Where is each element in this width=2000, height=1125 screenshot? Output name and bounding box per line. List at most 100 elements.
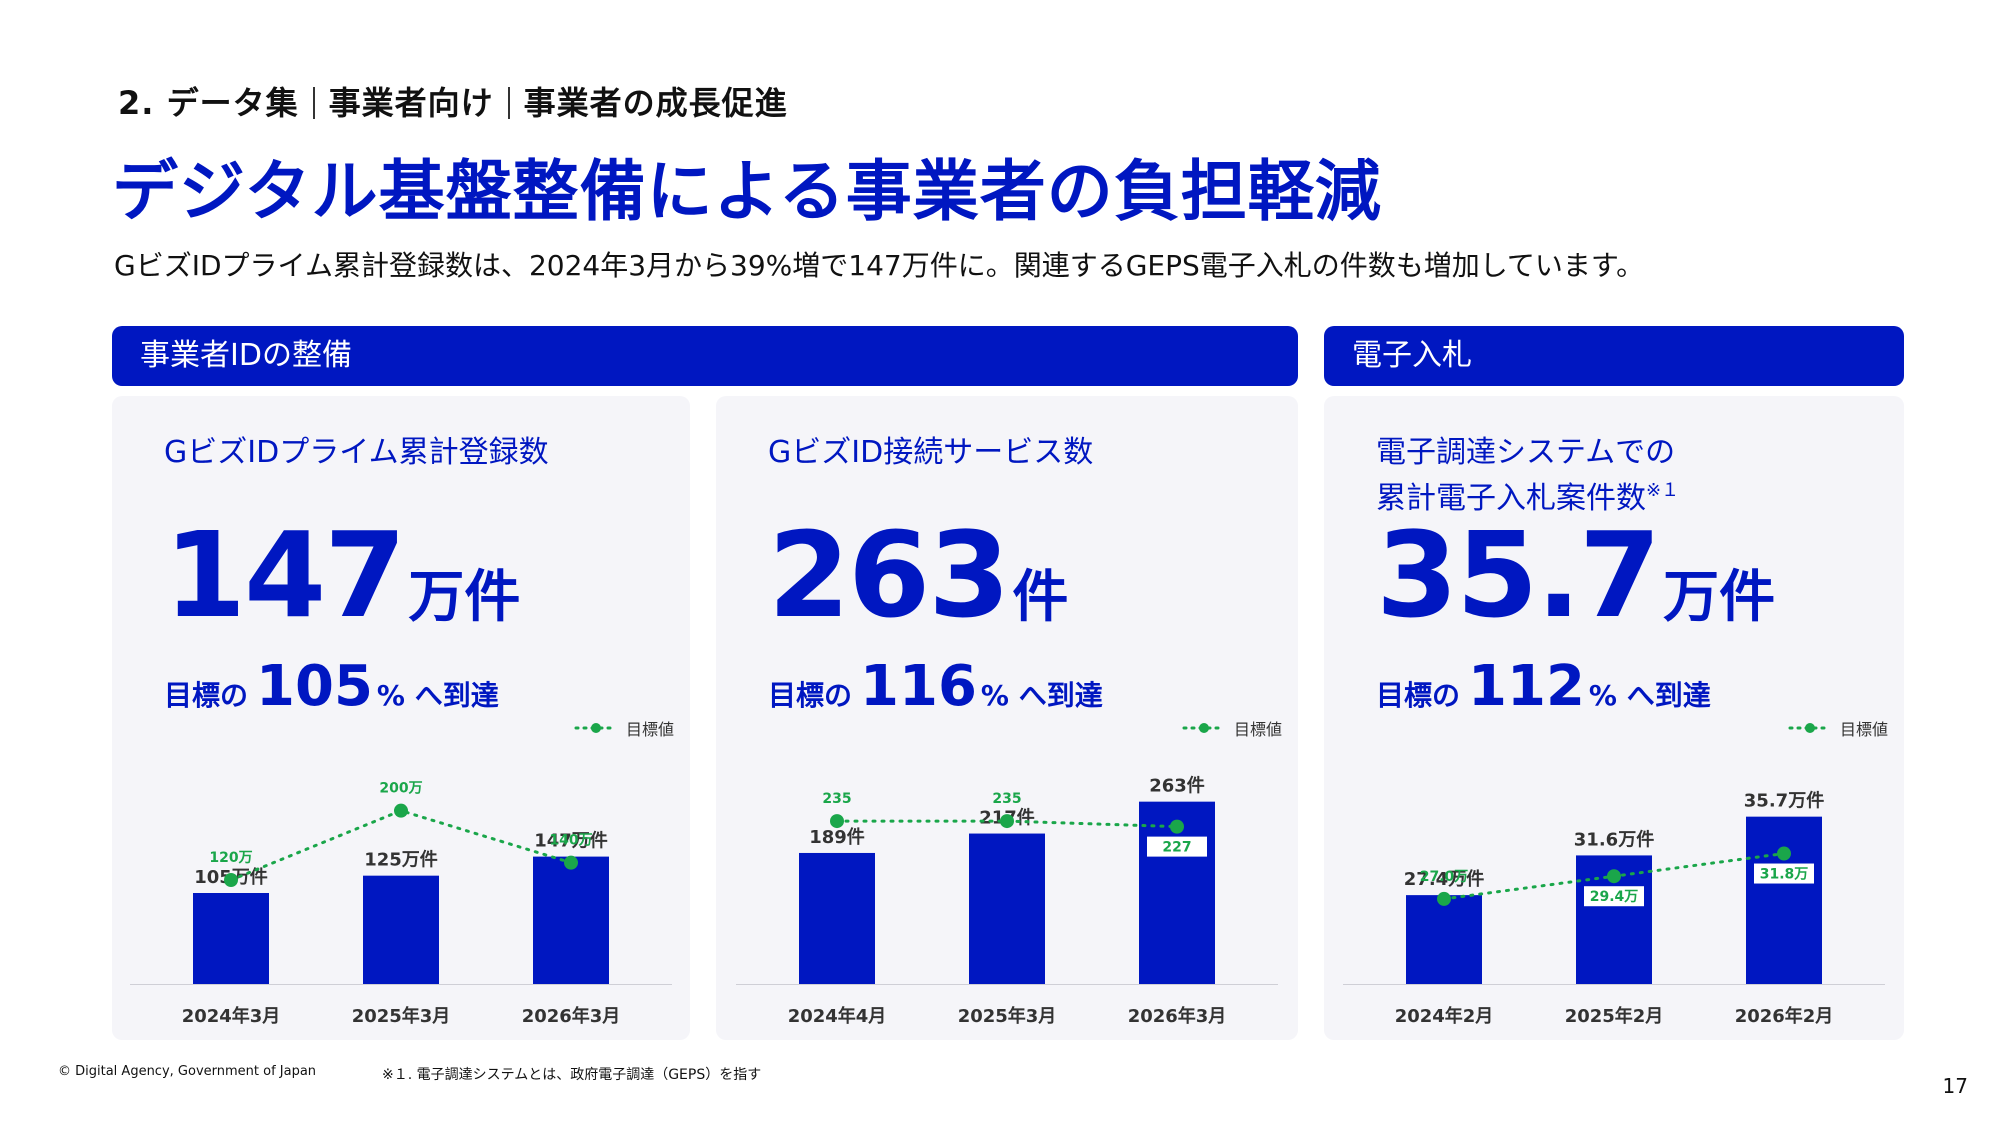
legend-target-line-icon — [574, 723, 618, 733]
target-percent: 112 — [1468, 654, 1585, 719]
legend-target-line-icon — [1788, 723, 1832, 733]
card-title-line: 電子調達システムでの — [1376, 435, 1676, 470]
target-data-label: 235 — [992, 791, 1021, 807]
bar — [533, 856, 609, 984]
copyright: © Digital Agency, Government of Japan — [58, 1064, 317, 1079]
bar-data-label: 31.6万件 — [1574, 828, 1654, 850]
x-tick-label: 2026年3月 — [522, 1005, 621, 1027]
target-data-label: 31.8万 — [1760, 867, 1809, 883]
legend-label: 目標値 — [1839, 720, 1888, 739]
target-prefix: 目標の — [768, 679, 853, 712]
target-suffix: % へ到達 — [980, 679, 1103, 712]
bar — [969, 833, 1045, 984]
bar-data-label: 147万件 — [534, 830, 608, 852]
target-label-bg — [1754, 863, 1814, 884]
x-tick-label: 2024年3月 — [182, 1005, 281, 1027]
bar-data-label: 35.7万件 — [1744, 790, 1824, 812]
target-achievement: 目標の 116% へ到達 — [768, 654, 1103, 719]
target-prefix: 目標の — [164, 679, 249, 712]
bar-data-label: 263件 — [1149, 775, 1205, 797]
target-data-label: 29.4万 — [1590, 889, 1639, 905]
breadcrumb-item: 2. データ集 — [118, 84, 299, 122]
bar — [363, 875, 439, 984]
target-point — [224, 873, 238, 887]
chart-legend: 目標値 — [574, 716, 674, 740]
bar-data-label: 189件 — [809, 826, 865, 848]
kpi-number: 35.7 — [1376, 506, 1661, 644]
page-subtitle: GビズIDプライム累計登録数は、2024年3月から39%増で147万件に。関連す… — [114, 249, 1645, 282]
section-header-e-bidding: 電子入札 — [1324, 326, 1904, 386]
kpi-number: 147 — [164, 506, 406, 644]
chart-e-bidding: 27.4万件 2024年2月 31.6万件 2025年2月 35.7万件 2026年2月 2… — [1343, 790, 1885, 1027]
card-title-text: 累計電子入札案件数 — [1376, 481, 1646, 516]
card-title: 電子調達システムでの 累計電子入札案件数※１ — [1376, 434, 1679, 518]
chart-legend: 目標値 — [1182, 716, 1282, 740]
target-point — [1777, 846, 1791, 861]
card-title: GビズIDプライム累計登録数 — [164, 435, 549, 470]
kpi-value: 35.7万件 — [1376, 506, 1775, 644]
target-point — [1437, 891, 1451, 906]
target-achievement: 目標の 105% へ到達 — [164, 654, 499, 719]
target-suffix: % へ到達 — [376, 679, 499, 712]
bar-data-label: 125万件 — [364, 849, 438, 871]
bar — [799, 852, 875, 984]
footnote: ※１. 電子調達システムとは、政府電子調達（GEPS）を指す — [382, 1067, 762, 1083]
bar — [193, 893, 269, 984]
bar — [1406, 895, 1482, 984]
card-gbizid-services: GビズID接続サービス数 263件 目標の 116% へ到達 目標値 189件 20… — [716, 396, 1298, 1040]
target-prefix: 目標の — [1376, 679, 1461, 712]
card-title: GビズID接続サービス数 — [768, 435, 1094, 470]
chart-gbizid-services: 189件2024年4月217件2025年3月263件2026年3月2352352… — [736, 775, 1278, 1027]
chart-legend: 目標値 — [1788, 716, 1888, 740]
target-percent: 105 — [256, 654, 373, 719]
breadcrumb: 2. データ集 事業者向け 事業者の成長促進 — [118, 78, 788, 124]
breadcrumb-item: 事業者向け — [328, 84, 494, 122]
page-title: デジタル基盤整備による事業者の負担軽減 — [112, 153, 1382, 230]
target-label-bg — [1147, 836, 1207, 857]
target-data-label: 27.0万 — [1420, 869, 1469, 885]
card-title-line: 累計電子入札案件数※１ — [1376, 472, 1679, 518]
legend-target-line-icon — [1182, 723, 1226, 733]
target-suffix: % へ到達 — [1588, 679, 1711, 712]
x-tick-label: 2025年2月 — [1565, 1005, 1664, 1027]
x-tick-label: 2024年2月 — [1395, 1005, 1494, 1027]
bar-data-label: 27.4万件 — [1404, 868, 1484, 890]
page-number: 17 — [1942, 1074, 1968, 1098]
target-point — [564, 855, 578, 870]
section-header-business-id: 事業者IDの整備 — [112, 326, 1298, 386]
kpi-value: 147万件 — [164, 506, 520, 644]
target-point — [394, 803, 408, 818]
target-point — [1000, 814, 1014, 829]
breadcrumb-item: 事業者の成長促進 — [523, 84, 788, 122]
target-data-label: 200万 — [379, 781, 422, 797]
kpi-unit: 万件 — [408, 565, 521, 630]
x-tick-label: 2025年3月 — [352, 1005, 451, 1027]
breadcrumb-separator — [507, 87, 510, 119]
breadcrumb-separator — [312, 87, 315, 119]
x-tick-label: 2026年2月 — [1735, 1005, 1834, 1027]
target-percent: 116 — [860, 654, 977, 719]
x-tick-label: 2026年3月 — [1128, 1005, 1227, 1027]
chart-gbizid-prime: 105万件2024年3月125万件2025年3月147万件2026年3月120万… — [130, 781, 672, 1027]
target-data-label: 227 — [1162, 840, 1191, 856]
target-achievement: 目標の 112% へ到達 — [1376, 654, 1711, 719]
bar — [1746, 816, 1822, 984]
legend-label: 目標値 — [625, 720, 674, 739]
footnote-marker: ※１ — [1646, 480, 1680, 501]
kpi-number: 263 — [768, 506, 1010, 644]
target-data-label: 140万 — [549, 833, 592, 849]
target-point — [1607, 869, 1621, 884]
x-tick-label: 2025年3月 — [958, 1005, 1057, 1027]
x-tick-label: 2024年4月 — [788, 1005, 887, 1027]
target-data-label: 235 — [822, 791, 851, 807]
target-label-bg — [1584, 886, 1644, 907]
kpi-unit: 件 — [1012, 565, 1069, 630]
card-e-bidding: 電子調達システムでの 累計電子入札案件数※１ 35.7万件 目標の 112% へ到… — [1324, 396, 1904, 1040]
target-point — [1170, 819, 1184, 834]
target-data-label: 120万 — [209, 850, 252, 866]
target-point — [830, 814, 844, 829]
kpi-value: 263件 — [768, 506, 1068, 644]
legend-label: 目標値 — [1233, 720, 1282, 739]
kpi-unit: 万件 — [1663, 565, 1776, 630]
